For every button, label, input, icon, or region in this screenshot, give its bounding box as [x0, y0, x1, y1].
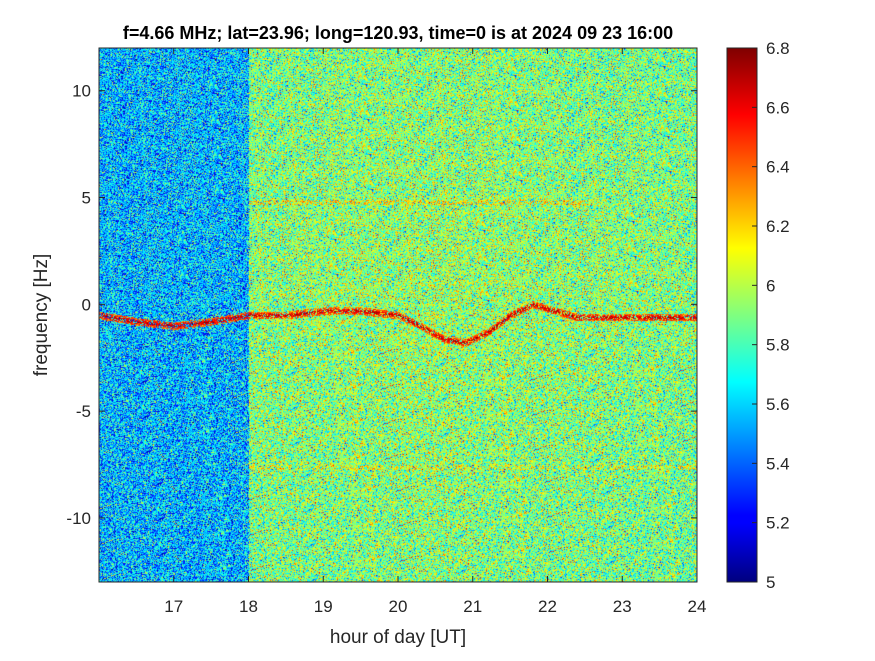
- colorbar-tick-label: 6.4: [766, 158, 790, 177]
- colorbar-frame: [726, 47, 758, 583]
- colorbar-gradient: [727, 48, 757, 582]
- colorbar-tick-label: 5.4: [766, 454, 790, 473]
- colorbar-tick-label: 5.6: [766, 395, 790, 414]
- x-tick-label: 20: [389, 597, 408, 616]
- y-tick-label: -5: [76, 402, 91, 421]
- colorbar-tick-label: 6.6: [766, 98, 790, 117]
- x-tick-label: 23: [613, 597, 632, 616]
- colorbar-tick-label: 5: [766, 573, 775, 592]
- x-tick-label: 24: [688, 597, 707, 616]
- x-axis-label: hour of day [UT]: [330, 627, 466, 648]
- colorbar: 6.8 6.6 6.4 6.2 6 5.8 5.6 5.4 5.2 5: [726, 39, 790, 592]
- spectrogram-heatmap: [99, 48, 697, 582]
- x-tick-label: 18: [239, 597, 258, 616]
- chart-title: f=4.66 MHz; lat=23.96; long=120.93, time…: [123, 23, 673, 43]
- x-tick-label: 22: [538, 597, 557, 616]
- y-tick-label: 0: [82, 295, 91, 314]
- colorbar-tick-label: 6.8: [766, 39, 790, 58]
- y-axis-label: frequency [Hz]: [31, 254, 52, 377]
- colorbar-tick-label: 5.2: [766, 514, 790, 533]
- colorbar-tick-label: 6: [766, 276, 775, 295]
- spectrogram-plot-area: [99, 48, 697, 582]
- x-tick-label: 17: [164, 597, 183, 616]
- y-tick-label: -10: [66, 509, 91, 528]
- x-axis: 17 18 19 20 21 22 23 24: [164, 48, 706, 616]
- x-tick-label: 21: [463, 597, 482, 616]
- y-axis: 10 5 0 -5 -10: [66, 82, 697, 528]
- colorbar-tick-label: 6.2: [766, 217, 790, 236]
- colorbar-tick-label: 5.8: [766, 336, 790, 355]
- y-tick-label: 10: [72, 82, 91, 101]
- y-tick-label: 5: [82, 189, 91, 208]
- colorbar-ticks: 6.8 6.6 6.4 6.2 6 5.8 5.6 5.4 5.2 5: [752, 39, 790, 592]
- x-tick-label: 19: [314, 597, 333, 616]
